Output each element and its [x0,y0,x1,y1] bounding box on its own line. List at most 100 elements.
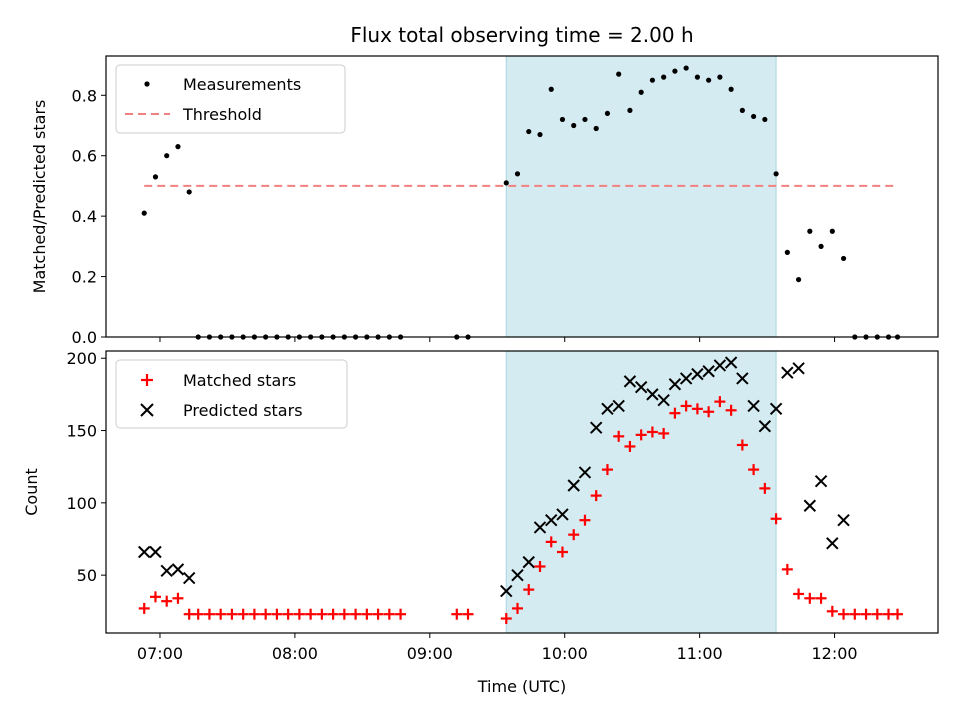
legend-matched-label: Matched stars [183,371,296,390]
matched-star-point [462,608,474,620]
measurement-point [559,116,566,123]
predicted-star-point [713,359,727,372]
top-highlight-span [505,55,777,338]
x-tick-label: 09:00 [407,644,453,663]
matched-star-point [556,546,568,558]
matched-star-point [793,588,805,600]
predicted-star-point [601,402,614,416]
predicted-star-point [533,521,547,534]
matched-star-point [892,608,904,620]
measurement-point [649,77,656,83]
y-tick-label: 150 [66,422,97,441]
predicted-star-point [668,378,682,391]
matched-star-point [523,584,535,596]
matched-star-point [804,592,816,604]
matched-star-point [305,608,317,620]
predicted-star-point [803,499,817,512]
matched-star-point [271,608,283,620]
matched-star-point [590,490,602,502]
measurement-point [818,243,824,249]
bottom-y-axis: 50 100 150 200 [66,349,106,585]
matched-star-point [327,608,339,620]
measurement-point [514,171,521,177]
predicted-star-point [149,545,162,559]
x-tick-label: 11:00 [677,644,723,663]
matched-star-point [395,608,407,620]
matched-star-point [568,529,580,541]
predicted-star-point [578,466,592,479]
matched-star-point [149,591,161,603]
matched-star-point [192,608,204,620]
measurement-point [616,71,622,77]
matched-star-point [361,608,373,620]
predicted-star-point [837,513,850,527]
measurement-point [548,86,554,92]
matched-star-point [545,536,557,548]
top-legend: Measurements Threshold [115,64,346,134]
measurement-point [807,228,813,234]
matched-star-point [770,513,782,525]
predicted-star-point [500,584,513,598]
predicted-star-point [567,479,580,492]
measurement-point [604,110,611,117]
measurement-point [795,276,802,283]
matched-star-point [293,608,305,620]
measurement-point [773,171,779,177]
x-tick-label: 12:00 [812,644,858,663]
matched-star-point [613,430,625,442]
matched-star-point [383,608,395,620]
predicted-star-point [634,380,648,394]
measurement-point [829,228,835,234]
predicted-star-point [160,564,173,578]
matched-star-point [748,464,760,476]
matched-star-point [849,608,861,620]
matched-star-point [691,403,703,415]
matched-star-point [736,439,748,451]
measurement-point [661,74,667,80]
matched-star-point [680,400,692,412]
predicted-star-point [781,366,794,379]
y-tick-label: 100 [66,494,97,513]
matched-star-point [534,560,546,572]
matched-star-point [282,608,294,620]
y-tick-label: 0.8 [72,86,97,105]
matched-star-point [781,563,793,575]
measurement-point [152,174,159,180]
predicted-star-point [511,568,524,582]
bottom-axes-frame [105,350,939,634]
predicted-star-point [826,537,839,550]
predicted-star-point [769,402,783,416]
measurement-point [593,125,599,132]
matched-star-point [838,608,850,620]
chart-title: Flux total observing time = 2.00 h [350,23,693,47]
matched-star-point [226,608,238,620]
predicted-star-point [747,399,760,413]
matched-star-point [138,602,150,614]
matched-star-point [871,608,883,620]
matched-star-point [338,608,350,620]
predicted-star-point [138,545,151,559]
predicted-star-point [679,372,693,385]
matched-star-point [669,407,681,419]
matched-star-point [601,464,613,476]
measurement-point [175,144,181,150]
matched-star-point [860,608,872,620]
measurement-point [694,74,700,80]
matched-star-point [703,406,715,418]
matched-star-point [635,429,647,441]
measurement-point [683,65,689,71]
bottom-legend: Matched stars Predicted stars [115,359,348,429]
bottom-y-axis-label: Count [22,468,41,516]
predicted-star-point [814,474,828,488]
y-tick-label: 50 [77,566,97,585]
measurement-point [526,128,532,135]
matched-star-point [579,514,591,526]
matched-star-point [203,608,215,620]
matched-star-point [500,613,512,625]
predicted-star-point [545,513,558,527]
measurement-point [784,249,790,255]
matched-star-point [161,595,173,607]
matched-star-point [646,426,658,438]
bottom-highlight-span [505,350,777,634]
